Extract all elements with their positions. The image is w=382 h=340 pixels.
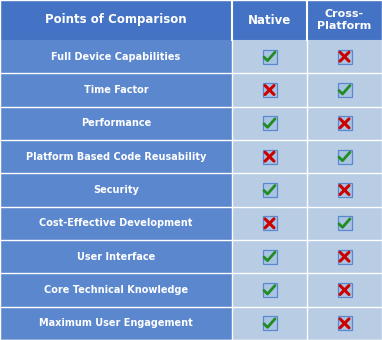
Bar [232, 73, 307, 107]
Bar [0, 273, 232, 307]
Bar [232, 307, 307, 340]
Bar [232, 40, 307, 73]
Bar [0, 207, 232, 240]
Bar [0, 107, 232, 140]
Bar [338, 283, 351, 297]
Text: Performance: Performance [81, 118, 151, 128]
Bar [262, 150, 277, 164]
Bar [307, 240, 382, 273]
Bar [262, 216, 277, 230]
Bar [307, 307, 382, 340]
Bar [232, 273, 307, 307]
Bar [307, 207, 382, 240]
Bar [338, 183, 351, 197]
Bar [338, 150, 351, 164]
Bar [307, 140, 382, 173]
Bar [338, 316, 351, 330]
Text: Platform Based Code Reusability: Platform Based Code Reusability [26, 152, 206, 162]
Bar [262, 316, 277, 330]
Bar [307, 0, 382, 40]
Bar [262, 83, 277, 97]
Bar [262, 250, 277, 264]
Bar [307, 273, 382, 307]
Bar [262, 183, 277, 197]
Text: Time Factor: Time Factor [84, 85, 148, 95]
Bar [232, 107, 307, 140]
Bar [232, 140, 307, 173]
Bar [262, 283, 277, 297]
Bar [0, 73, 232, 107]
Bar [232, 207, 307, 240]
Bar [0, 240, 232, 273]
Text: Cost-Effective Development: Cost-Effective Development [39, 218, 193, 228]
Bar [307, 173, 382, 207]
Text: Points of Comparison: Points of Comparison [45, 14, 187, 27]
Bar [262, 50, 277, 64]
Bar [0, 40, 232, 73]
Bar [232, 240, 307, 273]
Bar [0, 307, 232, 340]
Bar [307, 40, 382, 73]
Bar [338, 250, 351, 264]
Bar [262, 116, 277, 130]
Bar [338, 83, 351, 97]
Text: Cross-
Platform: Cross- Platform [317, 9, 372, 31]
Bar [0, 0, 232, 40]
Text: User Interface: User Interface [77, 252, 155, 262]
Text: Core Technical Knowledge: Core Technical Knowledge [44, 285, 188, 295]
Bar [338, 116, 351, 130]
Bar [232, 173, 307, 207]
Bar [0, 140, 232, 173]
Bar [338, 50, 351, 64]
Text: Maximum User Engagement: Maximum User Engagement [39, 318, 193, 328]
Text: Native: Native [248, 14, 291, 27]
Bar [0, 173, 232, 207]
Text: Full Device Capabilities: Full Device Capabilities [51, 52, 181, 62]
Bar [338, 216, 351, 230]
Bar [307, 107, 382, 140]
Text: Security: Security [93, 185, 139, 195]
Bar [232, 0, 307, 40]
Bar [307, 73, 382, 107]
